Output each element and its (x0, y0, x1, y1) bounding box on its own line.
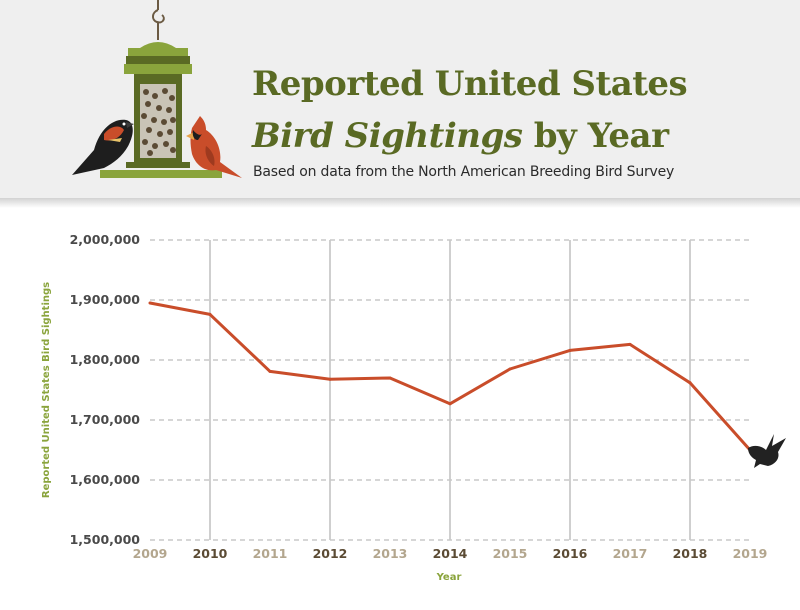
data-point (448, 402, 452, 406)
y-axis-ticks: 1,500,000 1,600,000 1,700,000 1,800,000 1,90… (70, 232, 141, 547)
x-tick-label: 2017 (613, 546, 648, 561)
bird-feeder-illustration (72, 0, 242, 178)
x-tick-label: 2014 (433, 546, 468, 561)
y-axis-title: Reported United States Bird Sightings (41, 282, 52, 498)
cardinal-icon (186, 116, 242, 178)
y-tick-label: 1,500,000 (70, 532, 141, 547)
x-tick-label: 2015 (493, 546, 528, 561)
data-point (208, 312, 212, 316)
chart-title-italic: Bird Sightings (252, 116, 523, 156)
red-winged-blackbird-icon (72, 119, 134, 175)
x-tick-label: 2013 (373, 546, 408, 561)
y-tick-label: 1,600,000 (70, 472, 141, 487)
data-point (568, 348, 572, 352)
x-tick-label: 2019 (733, 546, 768, 561)
x-tick-label: 2012 (313, 546, 348, 561)
x-tick-label: 2011 (253, 546, 288, 561)
data-point (628, 342, 632, 346)
chart-title-rest: by Year (522, 116, 669, 156)
horizontal-gridlines (150, 239, 750, 541)
y-tick-label: 1,800,000 (70, 352, 141, 367)
chart-title-line2: Bird Sightings by Year (252, 116, 669, 156)
x-tick-label: 2009 (133, 546, 168, 561)
flying-bird-icon (748, 434, 786, 468)
x-tick-label: 2018 (673, 546, 708, 561)
bird-feeder-icon (100, 0, 222, 178)
y-tick-label: 2,000,000 (70, 232, 141, 247)
data-point (268, 369, 272, 373)
y-tick-label: 1,900,000 (70, 292, 141, 307)
data-point (148, 301, 152, 305)
x-tick-label: 2016 (553, 546, 588, 561)
header-shadow (0, 198, 800, 208)
chart-title-line1: Reported United States (252, 64, 688, 104)
y-tick-label: 1,700,000 (70, 412, 141, 427)
data-point (688, 381, 692, 385)
data-point (328, 377, 332, 381)
x-axis-title: Year (436, 572, 462, 583)
chart-subtitle: Based on data from the North American Br… (253, 164, 675, 180)
x-axis-ticks: 2009 2010 2011 2012 2013 2014 2015 2016 2017 2018… (133, 546, 768, 561)
x-tick-label: 2010 (193, 546, 228, 561)
data-point (508, 367, 512, 371)
vertical-gridlines (209, 240, 691, 540)
data-point (388, 376, 392, 380)
